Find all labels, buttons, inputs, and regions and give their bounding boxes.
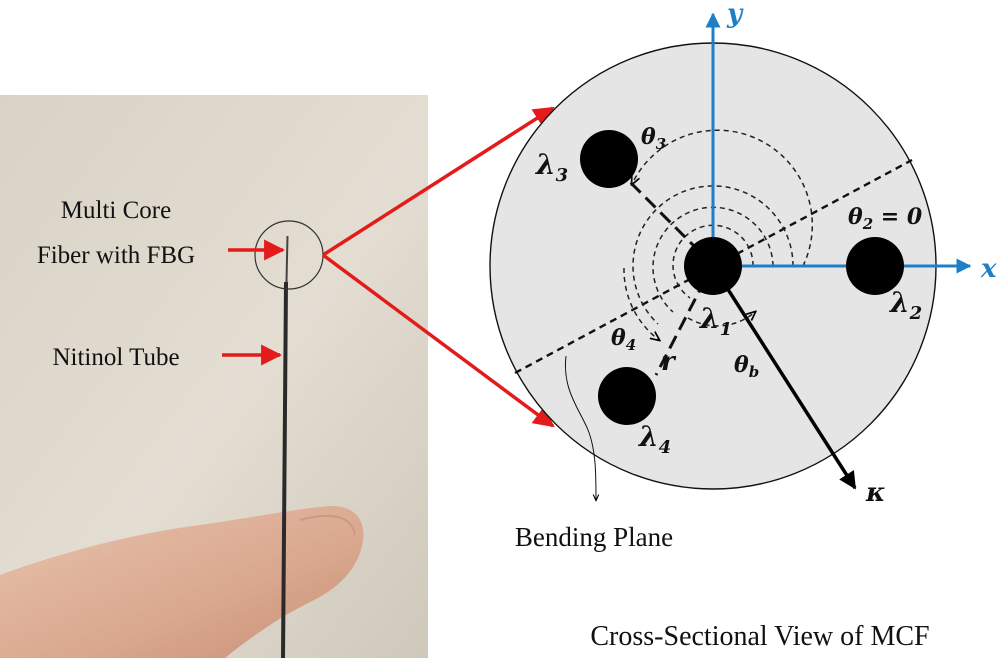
label-theta-b: θb	[734, 352, 759, 381]
label-curvature: κ	[865, 478, 886, 508]
arc-outer	[632, 185, 794, 325]
radius-line-core4	[654, 279, 707, 376]
finger-shape	[0, 505, 364, 658]
core-upper-left	[580, 130, 638, 188]
label-theta2: θ2 = 0	[848, 204, 923, 233]
x-axis-label: x	[980, 254, 997, 284]
bending-plane-line	[514, 158, 913, 375]
label-theta3: θ3	[641, 124, 666, 153]
label-lambda2: λ2	[889, 286, 922, 324]
theta-b-arc	[687, 312, 755, 327]
core-right	[846, 237, 904, 295]
label-theta4: θ4	[611, 325, 636, 354]
fingernail-edge	[299, 514, 356, 536]
theta3-arc	[632, 129, 814, 267]
label-radius: r	[661, 347, 677, 377]
label-bending-plane: Bending Plane	[515, 522, 673, 552]
y-axis-label: y	[726, 0, 744, 29]
label-lambda3: λ3	[535, 148, 568, 186]
label-lambda1: λ1	[699, 302, 732, 340]
curvature-vector	[711, 265, 857, 490]
arc-inner	[672, 224, 754, 299]
theta4-arc	[623, 267, 659, 340]
label-lambda4: λ4	[638, 420, 671, 458]
label-nitinol-tube: Nitinol Tube	[52, 344, 179, 371]
label-fiber-with-fbg: Fiber with FBG	[37, 242, 195, 269]
fiber-tip	[285, 235, 289, 283]
radius-line-core3	[626, 178, 702, 254]
figure-caption: Cross-Sectional View of MCF	[590, 621, 929, 652]
arc-middle	[652, 206, 774, 313]
bending-plane-pointer	[564, 355, 596, 500]
zoom-arrow-lower	[321, 253, 555, 428]
core-lower-left	[598, 367, 656, 425]
cross-section-diagram: y x λ1 λ2 λ3 λ4 θ2 = 0 θ3 θ4 θb r κ	[489, 0, 997, 508]
core-center	[684, 237, 742, 295]
nitinol-tube	[281, 281, 288, 658]
label-multi-core: Multi Core	[61, 197, 171, 224]
photo-panel: Multi Core Fiber with FBG Nitinol Tube	[0, 95, 428, 658]
zoom-arrow-upper	[322, 106, 555, 257]
